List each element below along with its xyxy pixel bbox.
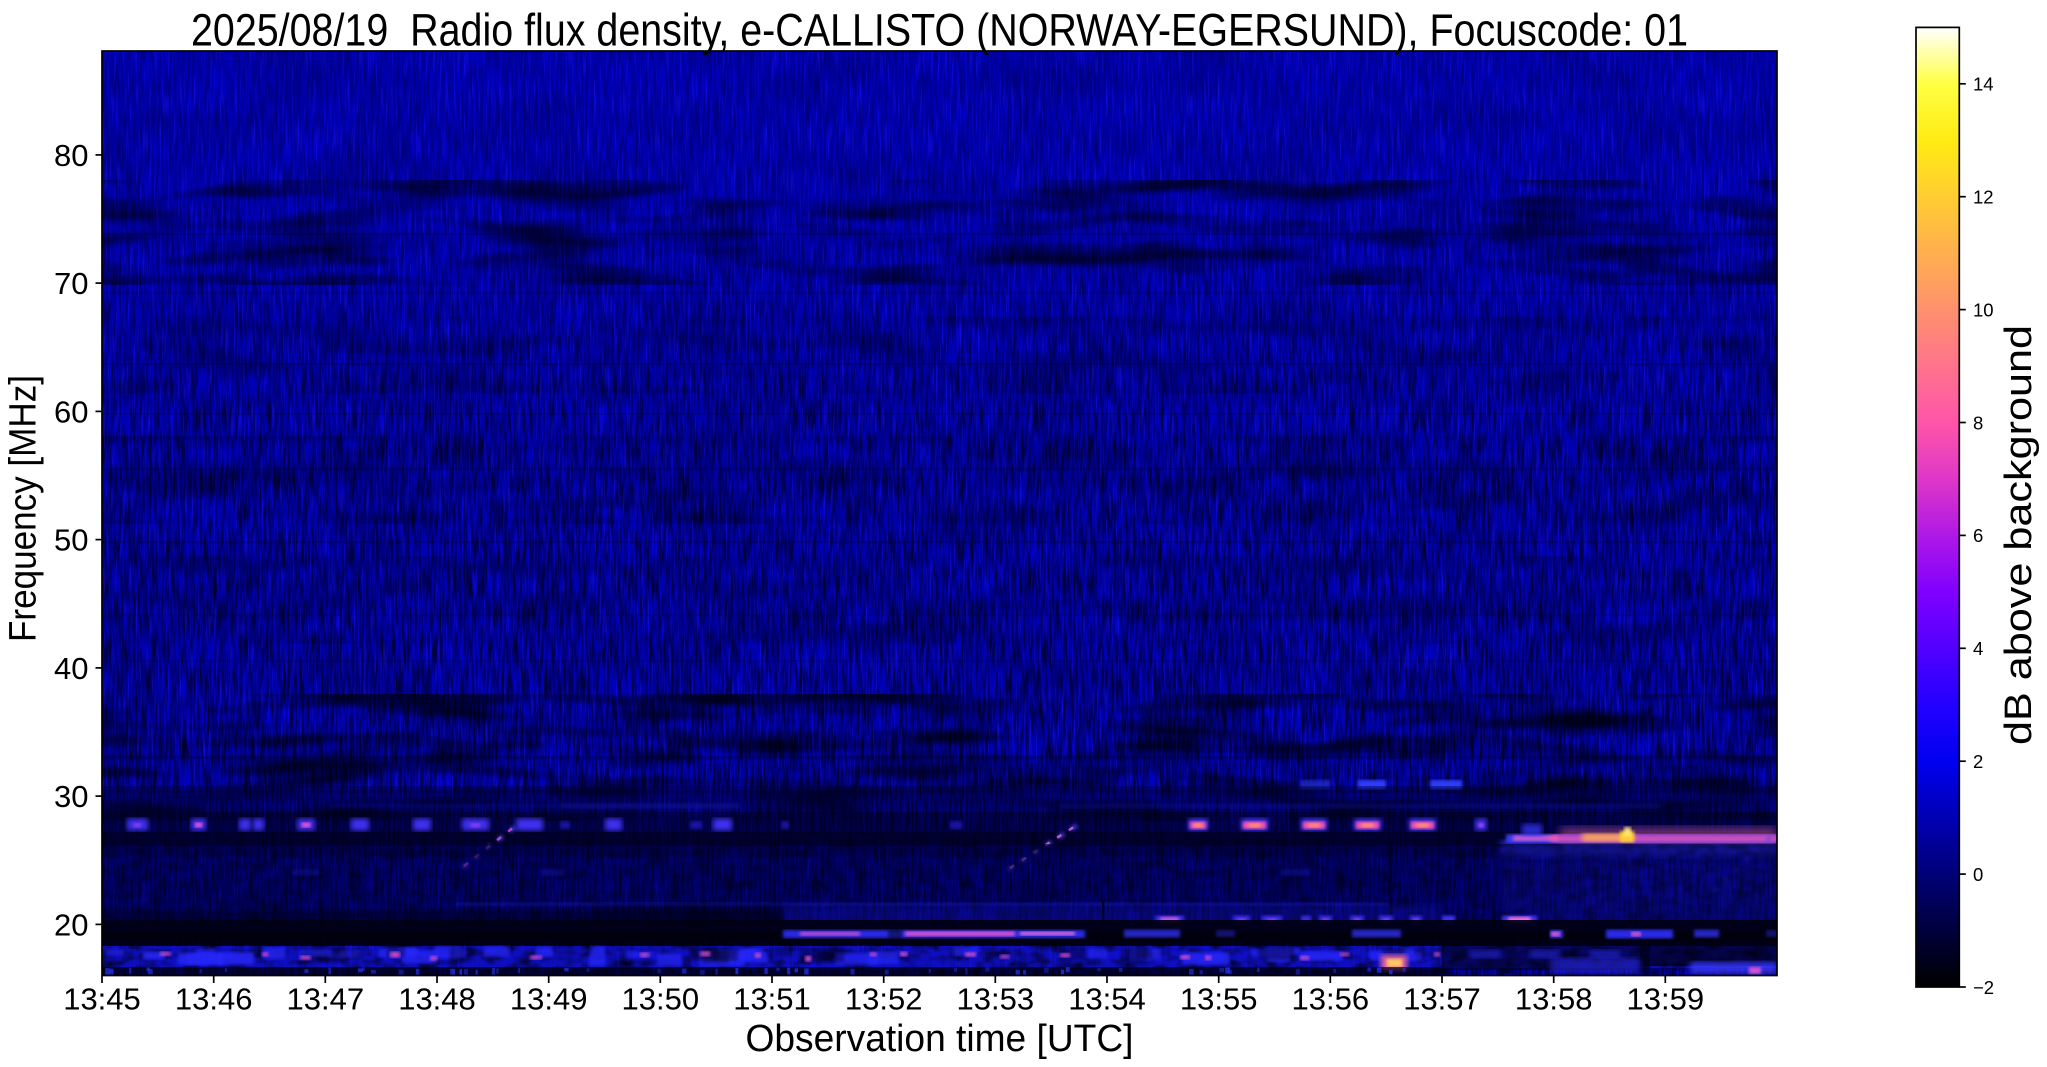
svg-text:20: 20 bbox=[54, 907, 88, 942]
svg-text:13:55: 13:55 bbox=[1180, 982, 1258, 1017]
svg-text:13:53: 13:53 bbox=[957, 982, 1035, 1017]
svg-text:13:45: 13:45 bbox=[63, 982, 141, 1017]
svg-text:13:46: 13:46 bbox=[175, 982, 253, 1017]
svg-text:Observation time [UTC]: Observation time [UTC] bbox=[746, 1018, 1134, 1060]
svg-text:0: 0 bbox=[1973, 864, 1983, 885]
svg-text:50: 50 bbox=[54, 523, 88, 558]
svg-text:60: 60 bbox=[54, 394, 88, 429]
svg-text:30: 30 bbox=[54, 779, 88, 814]
svg-text:6: 6 bbox=[1973, 525, 1983, 546]
svg-text:13:51: 13:51 bbox=[733, 982, 811, 1017]
svg-text:14: 14 bbox=[1973, 74, 1994, 95]
svg-text:12: 12 bbox=[1973, 187, 1994, 208]
svg-text:70: 70 bbox=[54, 266, 88, 301]
svg-text:8: 8 bbox=[1973, 412, 1983, 433]
svg-text:13:58: 13:58 bbox=[1515, 982, 1593, 1017]
svg-text:4: 4 bbox=[1973, 638, 1983, 659]
svg-text:40: 40 bbox=[54, 651, 88, 686]
svg-text:dB above background: dB above background bbox=[1998, 325, 2040, 745]
svg-text:13:56: 13:56 bbox=[1292, 982, 1370, 1017]
svg-text:13:50: 13:50 bbox=[622, 982, 700, 1017]
svg-text:80: 80 bbox=[54, 138, 88, 173]
svg-text:13:54: 13:54 bbox=[1068, 982, 1146, 1017]
svg-text:13:47: 13:47 bbox=[287, 982, 365, 1017]
svg-text:13:57: 13:57 bbox=[1403, 982, 1481, 1017]
svg-text:−2: −2 bbox=[1973, 977, 1994, 998]
svg-text:13:52: 13:52 bbox=[845, 982, 923, 1017]
svg-text:2025/08/19 Radio flux density: 2025/08/19 Radio flux density, e-CALLIST… bbox=[191, 5, 1688, 56]
svg-text:2: 2 bbox=[1973, 751, 1983, 772]
svg-text:10: 10 bbox=[1973, 299, 1994, 320]
svg-text:Frequency [MHz]: Frequency [MHz] bbox=[3, 375, 45, 642]
svg-text:13:49: 13:49 bbox=[510, 982, 588, 1017]
svg-text:13:59: 13:59 bbox=[1627, 982, 1705, 1017]
svg-text:13:48: 13:48 bbox=[398, 982, 476, 1017]
